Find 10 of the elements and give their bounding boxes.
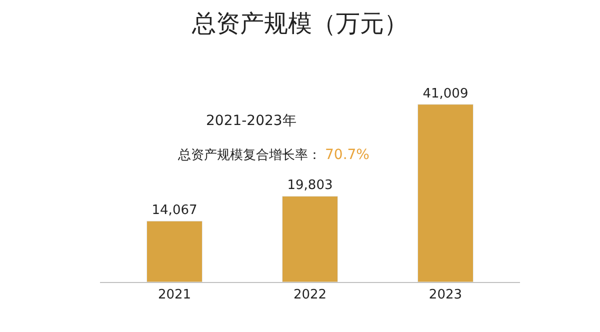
annotation: 70.7% [325, 147, 370, 163]
chart-title: 总资产规模（万元） [191, 10, 408, 38]
annotation: 总资产规模复合增长率： [177, 147, 321, 163]
x-tick-label: 2022 [293, 288, 327, 303]
data-label: 41,009 [422, 86, 468, 102]
data-label: 14,067 [152, 203, 198, 218]
data-label: 19,803 [287, 178, 333, 194]
x-tick-label: 2021 [158, 288, 192, 303]
annotation: 2021-2023年 [206, 113, 296, 129]
x-tick-label: 2023 [428, 288, 462, 303]
